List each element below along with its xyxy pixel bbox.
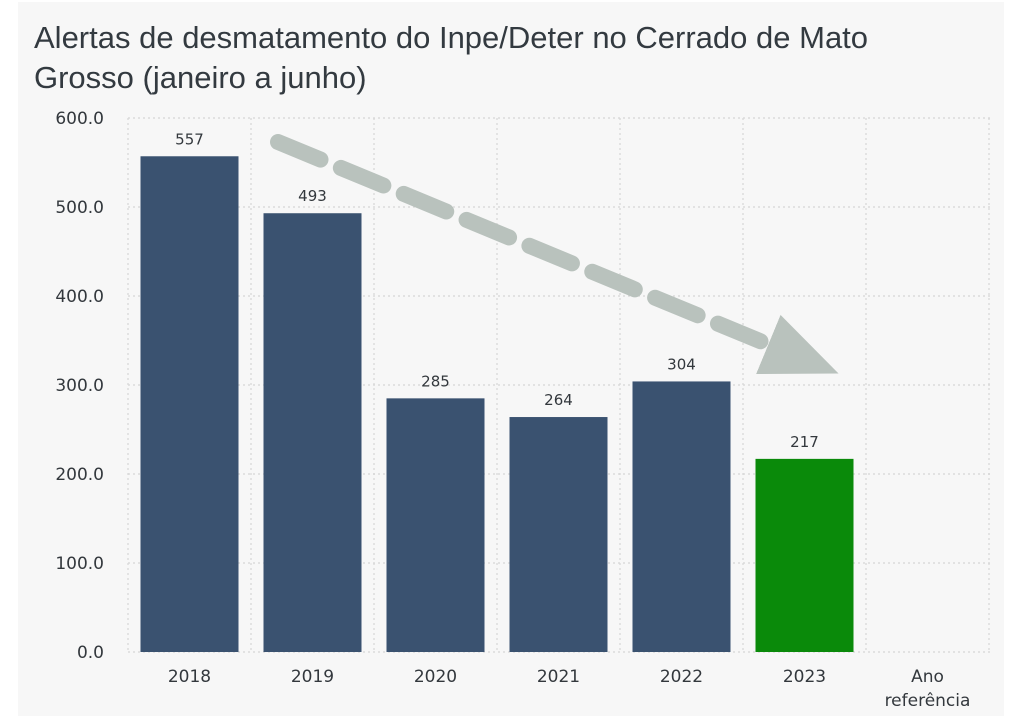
trend-annotation bbox=[270, 134, 839, 375]
bar-2018 bbox=[140, 156, 239, 652]
data-label-2018: 557 bbox=[175, 130, 204, 148]
x-tick-label: 2020 bbox=[414, 667, 457, 687]
y-tick-label: 200.0 bbox=[55, 465, 104, 485]
bar-2021 bbox=[509, 417, 608, 652]
x-tick-label: 2022 bbox=[660, 667, 703, 687]
x-tick-label: 2019 bbox=[291, 667, 334, 687]
data-label-2022: 304 bbox=[667, 355, 696, 373]
y-tick-label: 500.0 bbox=[55, 198, 104, 218]
y-tick-label: 100.0 bbox=[55, 554, 104, 574]
y-axis: 0.0 100.0 200.0 300.0 400.0 500.0 600.0 bbox=[55, 109, 104, 663]
data-label-2023: 217 bbox=[790, 433, 819, 451]
x-axis: 2018 2019 2020 2021 2022 2023 Ano referência bbox=[168, 667, 971, 711]
y-tick-label: 400.0 bbox=[55, 287, 104, 307]
data-label-2020: 285 bbox=[421, 372, 450, 390]
bar-2022 bbox=[632, 381, 731, 652]
bar-2019 bbox=[263, 213, 362, 653]
x-tick-label: 2018 bbox=[168, 667, 211, 687]
x-tick-label: 2021 bbox=[537, 667, 580, 687]
y-tick-label: 600.0 bbox=[55, 109, 104, 129]
bar-2020 bbox=[386, 398, 485, 652]
x-axis-title: Ano referência bbox=[885, 667, 971, 711]
bars: 557 493 285 264 304 217 bbox=[140, 130, 854, 653]
x-tick-label: 2023 bbox=[783, 667, 826, 687]
bar-2023 bbox=[755, 458, 854, 652]
data-label-2021: 264 bbox=[544, 391, 573, 409]
data-label-2019: 493 bbox=[298, 187, 327, 205]
trend-arrow bbox=[270, 134, 839, 375]
y-tick-label: 300.0 bbox=[55, 376, 104, 396]
y-tick-label: 0.0 bbox=[77, 643, 104, 663]
chart-title: Alertas de desmatamento do Inpe/Deter no… bbox=[34, 20, 869, 95]
